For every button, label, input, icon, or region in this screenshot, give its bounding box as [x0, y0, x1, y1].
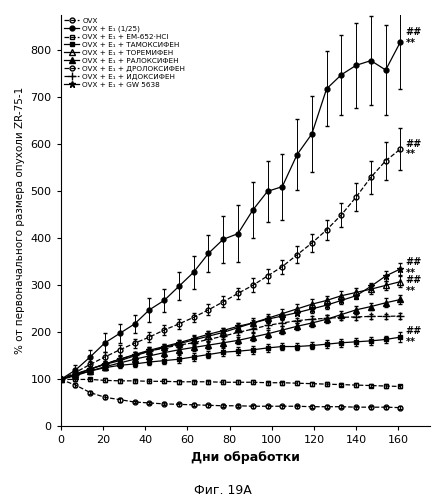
Legend: OVX, OVX + E₁ (1/25), OVX + E₁ + EM-652·HCl, OVX + E₁ + ТАМОКСИФЕН, OVX + E₁ + Т: OVX, OVX + E₁ (1/25), OVX + E₁ + EM-652·…: [63, 17, 186, 88]
Text: ##
**: ## **: [406, 27, 422, 47]
Y-axis label: % от первоначального размера опухоли ZR-75-1: % от первоначального размера опухоли ZR-…: [15, 87, 25, 354]
Text: ##
**: ## **: [406, 326, 422, 347]
X-axis label: Дни обработки: Дни обработки: [191, 451, 300, 464]
Text: ##
**: ## **: [406, 275, 422, 296]
Text: Фиг. 19А: Фиг. 19А: [194, 484, 251, 497]
Text: ##
**: ## **: [406, 257, 422, 278]
Text: ##
**: ## **: [406, 139, 422, 159]
